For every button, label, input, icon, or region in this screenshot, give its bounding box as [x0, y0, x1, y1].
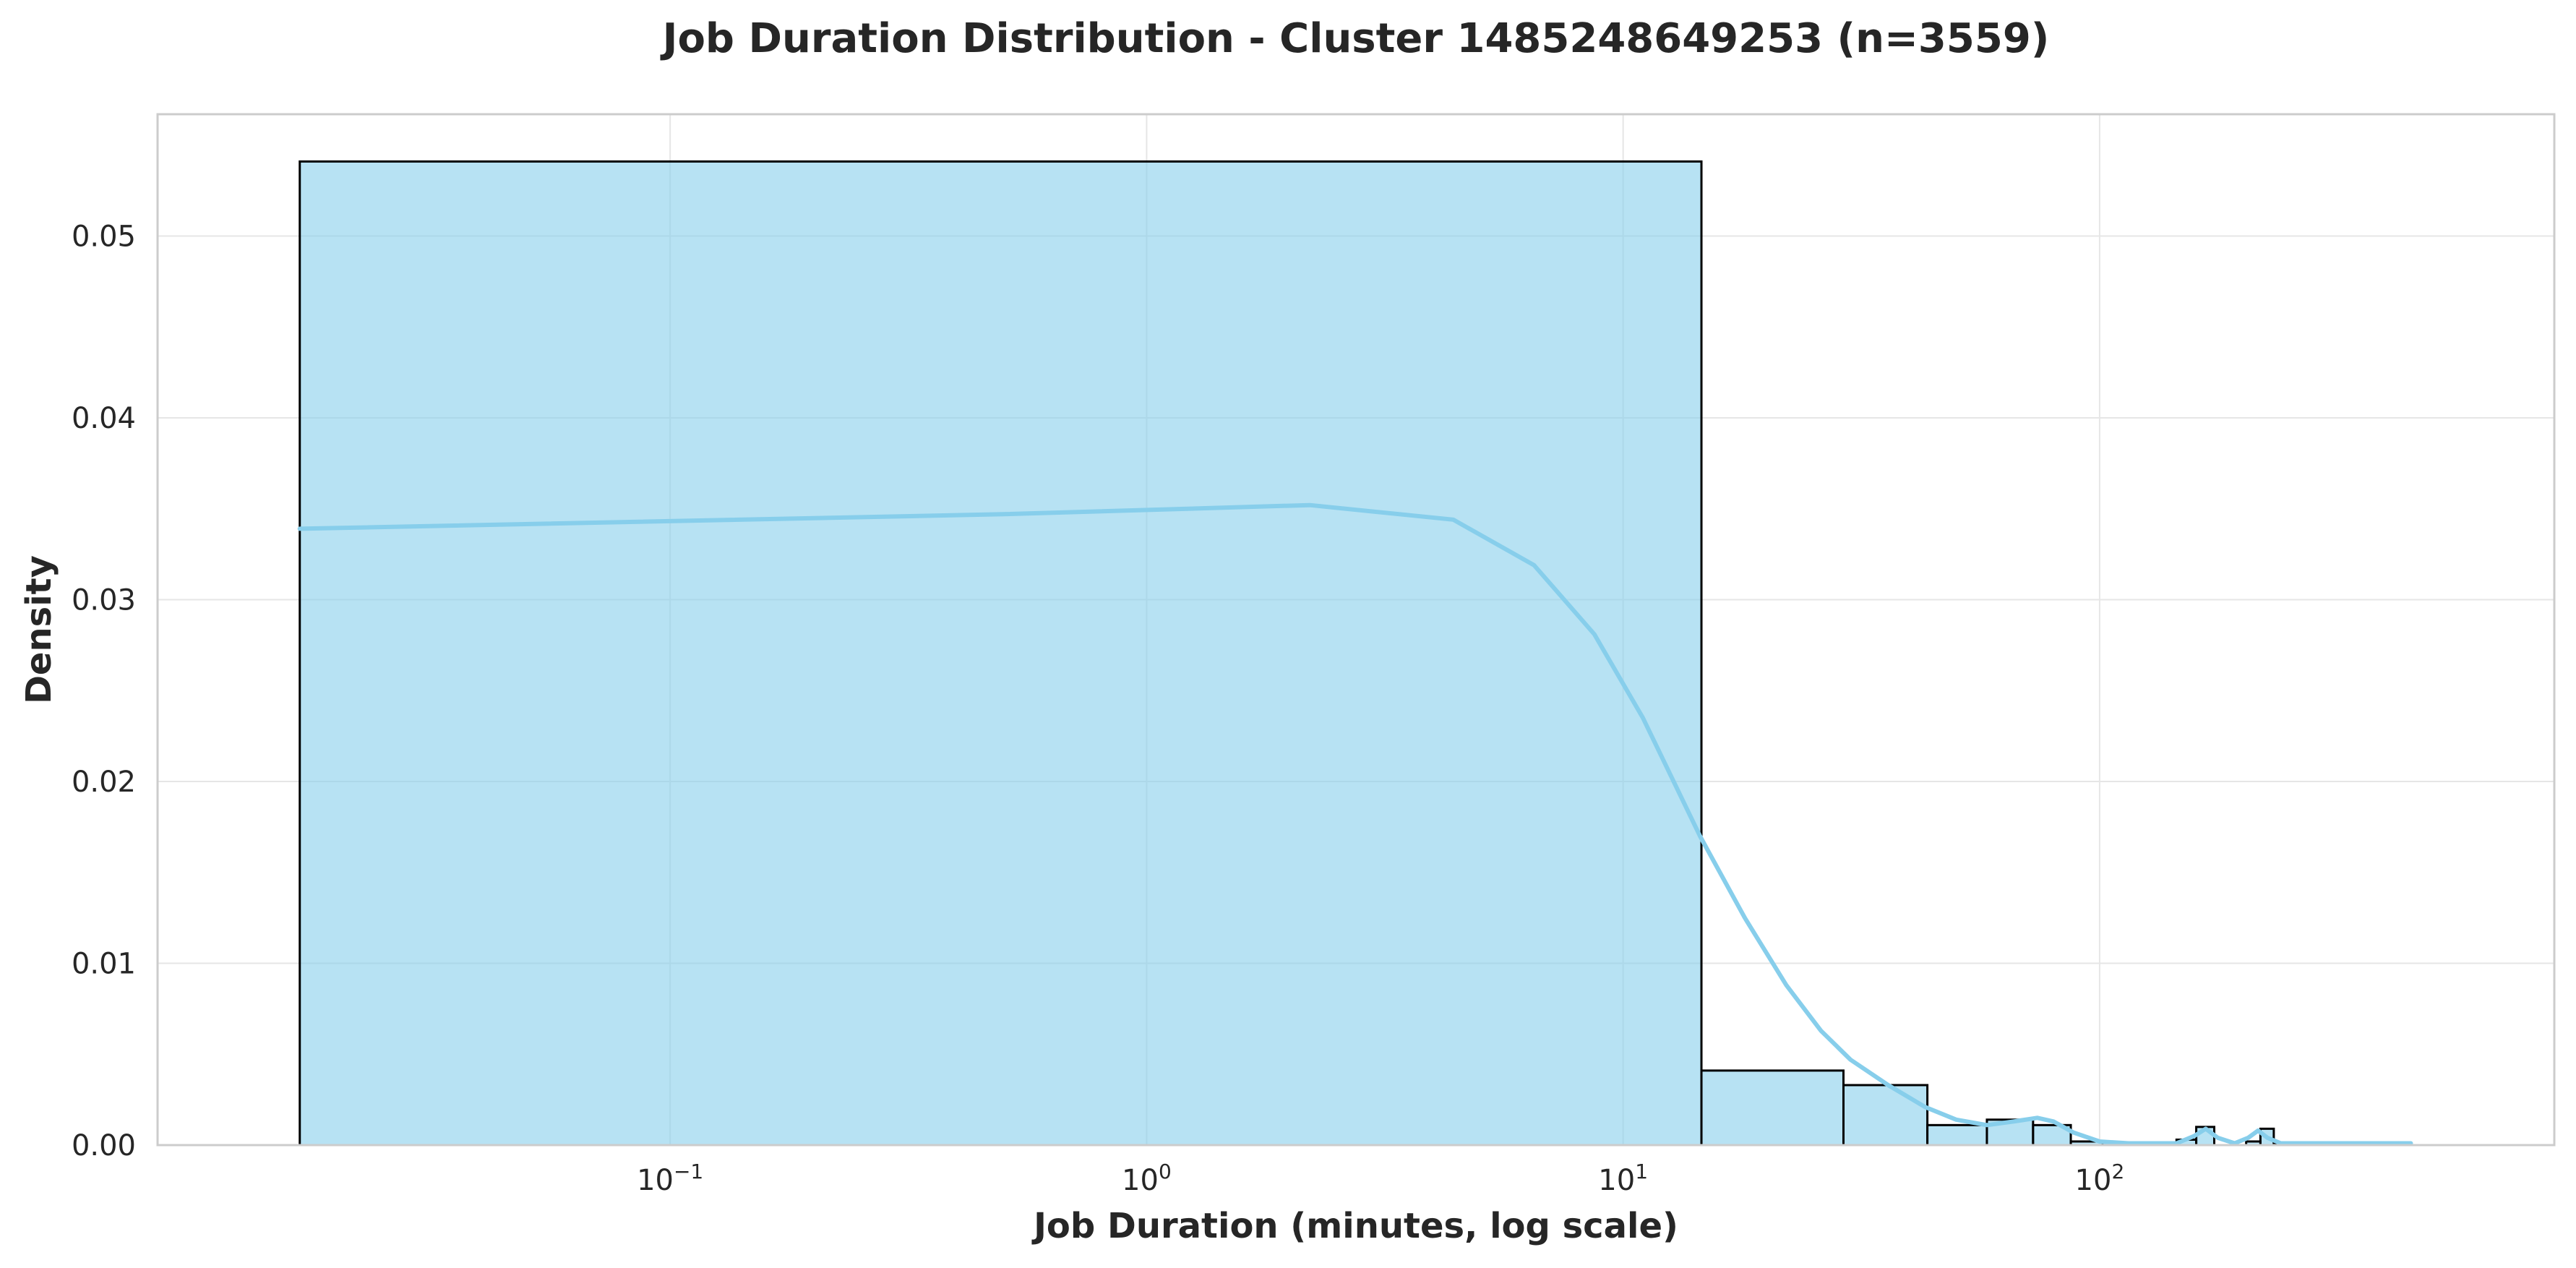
- y-axis-label: Density: [19, 555, 59, 704]
- y-tick-label: 0.01: [72, 948, 136, 981]
- x-tick-label: 100: [1122, 1160, 1172, 1197]
- histogram-bar: [299, 160, 1703, 1147]
- y-tick-label: 0.04: [72, 402, 136, 435]
- kde-line: [297, 502, 2413, 1146]
- y-tick-label: 0.02: [72, 766, 136, 799]
- y-tick-label: 0.00: [72, 1129, 136, 1162]
- y-tick-label: 0.03: [72, 584, 136, 617]
- y-tick-label: 0.05: [72, 220, 136, 254]
- x-axis-ticks: 10−1 100 101 102: [637, 1160, 2124, 1197]
- x-tick-label: 101: [1598, 1160, 1648, 1197]
- x-tick-label: 10−1: [637, 1160, 703, 1197]
- x-tick-label: 102: [2075, 1160, 2125, 1197]
- histogram-bar: [1700, 1069, 1845, 1147]
- histogram-bar: [1842, 1084, 1929, 1147]
- kde-curve-group: [297, 502, 2413, 1146]
- histogram-bars: [299, 160, 2288, 1147]
- y-axis-ticks: 0.00 0.01 0.02 0.03 0.04 0.05: [72, 220, 136, 1162]
- plot-frame: [156, 113, 2556, 1147]
- histogram-bar: [1926, 1123, 1988, 1147]
- chart-title: Job Duration Distribution - Cluster 1485…: [660, 15, 2050, 62]
- x-axis-label: Job Duration (minutes, log scale): [1031, 1206, 1678, 1246]
